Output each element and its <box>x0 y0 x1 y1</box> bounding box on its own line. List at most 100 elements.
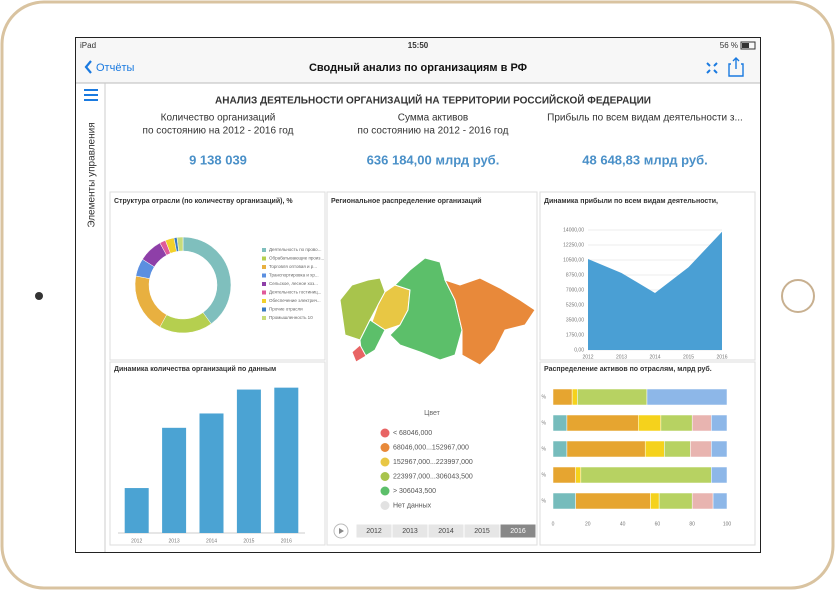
legend-label: Деятельность по прово... <box>269 247 321 252</box>
legend-label: > 306043,500 <box>393 488 436 495</box>
bar-segment <box>691 414 712 432</box>
bar-segment <box>575 492 651 510</box>
panel-border <box>109 191 326 361</box>
bar <box>124 488 149 533</box>
y-tick-label: % <box>542 498 547 504</box>
map-region <box>389 257 463 361</box>
x-tick-label: 60 <box>655 521 661 527</box>
kpi-label: Прибыль по всем видам деятельности з... <box>547 112 743 124</box>
bar-segment <box>646 388 728 406</box>
legend-swatch <box>262 299 266 303</box>
back-arrow[interactable] <box>84 60 92 74</box>
legend-label: Нет данных <box>393 502 432 509</box>
legend-swatch <box>380 428 390 438</box>
bar-segment <box>566 440 646 458</box>
panel-border <box>109 361 326 546</box>
sidebar-label[interactable]: Элементы управления <box>87 122 98 227</box>
bar-segment <box>664 440 691 458</box>
legend-swatch <box>262 282 266 286</box>
area <box>588 231 722 350</box>
x-tick-label: 80 <box>689 521 695 527</box>
bar-segment <box>711 414 728 432</box>
bar <box>199 413 224 533</box>
y-tick-label: 8750,00 <box>566 272 584 278</box>
y-tick-label: % <box>542 446 547 452</box>
legend-swatch <box>262 307 266 312</box>
year-label[interactable]: 2014 <box>438 528 454 535</box>
bar-segment <box>650 492 660 510</box>
x-tick-label: 2013 <box>169 538 180 544</box>
y-tick-label: % <box>542 472 547 478</box>
panel-borders <box>109 191 756 546</box>
legend-label: Прочие отрасли <box>269 307 303 312</box>
legend-swatch <box>380 501 390 510</box>
bar-segment <box>712 492 728 510</box>
legend-swatch <box>262 290 266 295</box>
dashboard-title: АНАЛИЗ ДЕЯТЕЛЬНОСТИ ОРГАНИЗАЦИЙ НА ТЕРРИ… <box>215 94 651 107</box>
bar <box>236 389 261 533</box>
kpi-label: Количество организаций <box>161 113 276 124</box>
camera <box>35 292 43 300</box>
kpi-value: 48 648,83 млрд руб. <box>582 152 707 167</box>
x-tick-label: 20 <box>585 521 591 527</box>
x-tick-label: 2013 <box>616 354 627 360</box>
bar-segment <box>552 466 576 484</box>
year-label[interactable]: 2016 <box>510 528 526 535</box>
bar-segment <box>575 466 582 484</box>
legend-swatch <box>380 486 390 496</box>
x-tick-label: 2016 <box>281 538 292 544</box>
share-icon[interactable] <box>728 57 744 77</box>
year-label[interactable]: 2012 <box>366 528 382 535</box>
y-tick-label: 7000,00 <box>566 287 584 293</box>
bar <box>274 387 299 533</box>
legend-swatch <box>380 472 390 481</box>
x-tick-label: 2012 <box>131 538 142 544</box>
panel-title: Региональное распределение организаций <box>331 197 482 205</box>
bar-segment <box>711 466 728 484</box>
legend-label: Обеспечение электрич... <box>269 298 321 303</box>
legend-swatch <box>380 443 390 452</box>
panel-border <box>539 361 756 546</box>
bar-segment <box>552 440 568 458</box>
x-tick-label: 2016 <box>716 354 727 360</box>
status-device: iPad <box>80 41 96 50</box>
year-label[interactable]: 2015 <box>474 528 490 535</box>
legend-label: Транспортировка и хр... <box>269 273 319 278</box>
panel-title: Распределение активов по отраслям, млрд … <box>544 365 712 373</box>
kpi-value: 9 138 039 <box>189 152 247 167</box>
legend-label: Деятельность гостиниц... <box>269 290 321 295</box>
year-button[interactable] <box>499 523 537 539</box>
legend-label: Промышленность 10 <box>269 315 313 320</box>
y-tick-label: 14000,00 <box>563 227 584 233</box>
menu-icon[interactable] <box>84 89 98 101</box>
status-time: 15:50 <box>408 41 429 50</box>
x-tick-label: 2014 <box>649 354 660 360</box>
legend-swatch <box>262 316 266 320</box>
y-tick-label: % <box>542 420 547 426</box>
legend-swatch <box>262 248 266 252</box>
bar-segment <box>552 414 568 432</box>
back-button[interactable]: Отчёты <box>96 62 134 74</box>
year-label[interactable]: 2013 <box>402 528 418 535</box>
legend-label: 223997,000...306043,500 <box>393 473 473 480</box>
bar-segment <box>691 492 714 510</box>
expand-icon[interactable] <box>706 62 718 74</box>
panel-title: Динамика количества организаций по данны… <box>114 365 276 373</box>
panel-title: Динамика прибыли по всем видам деятельно… <box>544 197 718 205</box>
home-button[interactable] <box>781 279 815 313</box>
legend-label: 68046,000...152967,000 <box>393 444 469 451</box>
legend-swatch <box>262 273 266 278</box>
legend-label: < 68046,000 <box>393 430 432 437</box>
panel-title: Структура отрасли (по количеству организ… <box>114 197 293 205</box>
kpi-label: по состоянию на 2012 - 2016 год <box>358 126 509 137</box>
legend-label: Торговля оптовая и р... <box>269 264 317 269</box>
top-bar <box>76 38 760 83</box>
bar-segment <box>580 466 712 484</box>
russia-map <box>339 257 536 366</box>
y-tick-label: 1750,00 <box>566 332 584 338</box>
map-region <box>444 277 536 366</box>
y-tick-label: % <box>542 394 547 400</box>
bar-segment <box>552 492 576 510</box>
